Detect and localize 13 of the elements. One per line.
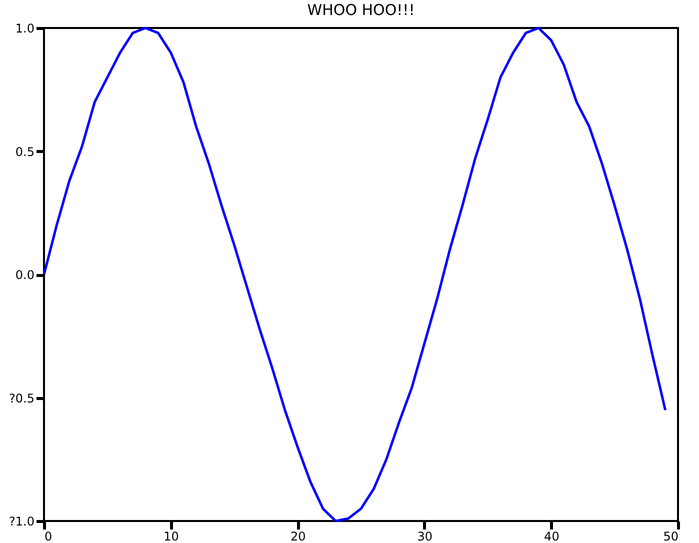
x-tick-label: 30 bbox=[417, 530, 433, 543]
x-tick-label: 10 bbox=[164, 530, 179, 543]
chart-title: WHOO HOO!!! bbox=[307, 1, 415, 19]
y-tick-label: 1.0 bbox=[15, 22, 34, 36]
x-tick-label: 50 bbox=[663, 530, 678, 543]
x-tick-label: 20 bbox=[290, 530, 306, 543]
x-tick-label: 0 bbox=[44, 530, 52, 543]
y-tick-label: 0.5 bbox=[15, 144, 34, 159]
x-tick-label: 40 bbox=[544, 530, 560, 543]
y-tick-label: ?1.0 bbox=[9, 514, 34, 528]
y-tick-label: ?0.5 bbox=[9, 391, 34, 406]
line-series bbox=[42, 26, 667, 522]
y-tick-label: 0.0 bbox=[15, 268, 34, 282]
